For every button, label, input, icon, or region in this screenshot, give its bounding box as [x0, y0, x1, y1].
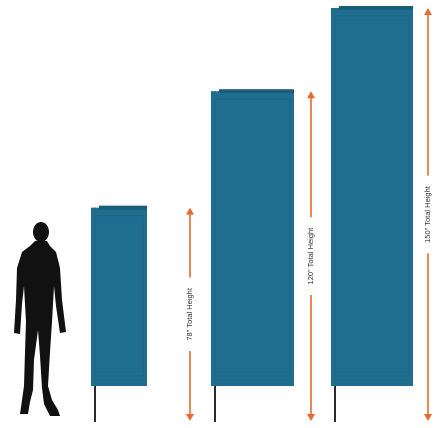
banner-medium: [211, 89, 294, 422]
dimension-label-large: 150" Total Height: [423, 185, 432, 243]
dimension-label-small: 78" Total Height: [185, 287, 194, 340]
dimension-medium: 120" Total Height: [306, 91, 315, 421]
arrow-down-icon: [307, 414, 315, 421]
banner-inner-frame: [334, 15, 410, 377]
arrow-down-icon: [424, 414, 432, 421]
banner-top-bar: [219, 89, 294, 94]
banner-flag: [211, 91, 294, 386]
person-silhouette-icon: [14, 222, 66, 416]
banner-flag: [331, 8, 413, 386]
banner-inner-frame: [214, 98, 291, 377]
arrow-up-icon: [307, 91, 315, 99]
banner-top-bar: [99, 205, 147, 210]
banner-inner-frame: [94, 215, 144, 377]
banners-layer: [91, 6, 413, 422]
banner-top-bar: [339, 6, 413, 10]
banner-small: [91, 205, 147, 422]
banner-large: [331, 6, 413, 422]
dimension-large: 150" Total Height: [423, 8, 432, 421]
arrow-up-icon: [424, 8, 432, 15]
arrow-up-icon: [186, 207, 194, 215]
dimension-small: 78" Total Height: [185, 207, 194, 421]
banner-flag: [91, 207, 147, 386]
arrow-down-icon: [186, 414, 194, 421]
dimension-label-medium: 120" Total Height: [306, 227, 315, 285]
dimension-layer: 78" Total Height 120" Total Height 150" To…: [185, 8, 432, 421]
